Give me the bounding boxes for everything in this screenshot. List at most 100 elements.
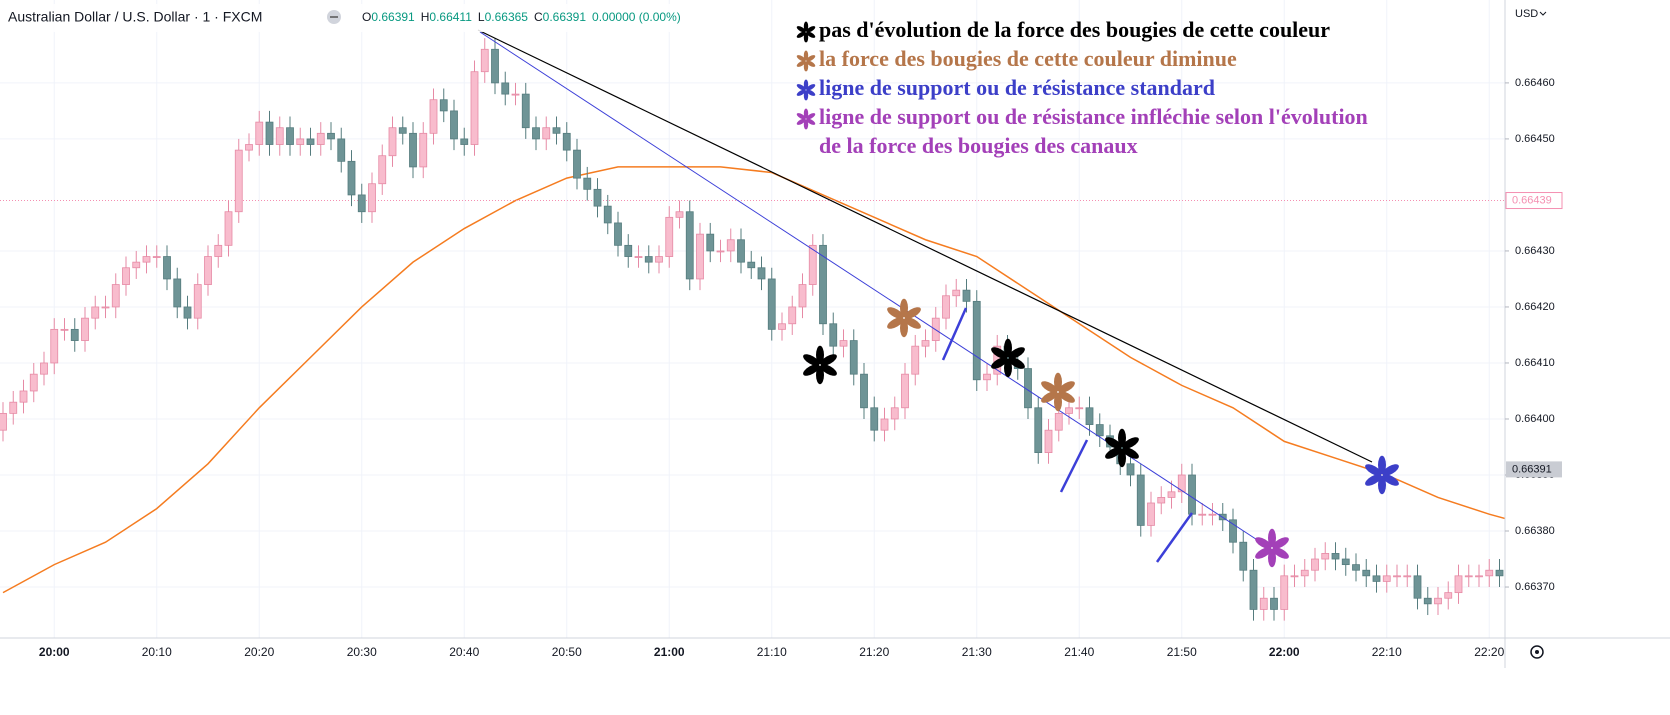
candle-body [1188,474,1196,515]
candle-body [204,256,212,285]
candle-body [1506,469,1513,575]
candle-body [603,205,612,224]
candle-body [849,340,858,375]
candle-body [1249,569,1258,610]
candle-body [1413,575,1422,599]
legend-asterisk [795,50,817,72]
candle-body [1290,575,1299,578]
candle-body [583,177,592,190]
candle-body [214,244,223,257]
axes: 0.663700.663800.663900.664000.664100.664… [39,77,1563,659]
candle-body [665,216,674,257]
candle-body [245,144,253,151]
last-price-tag [1506,461,1562,478]
candle-body [1423,597,1432,605]
candle-body [972,300,981,381]
candle-body [101,306,110,309]
candle-body [501,82,510,95]
change: 0.00000 (0.00%) [592,10,681,24]
candle-body [450,110,458,140]
candle-body [173,278,182,308]
candle-body [460,138,469,145]
candle-body [357,194,366,213]
candle-body [685,211,694,280]
y-tick-label: 0.66460 [1515,77,1555,89]
candle-body [1495,569,1504,577]
candle-body [316,132,325,145]
marker-stroke [1059,439,1089,493]
candle-body [1485,569,1494,577]
candle-body [1444,592,1453,599]
symbol-title: Australian Dollar / U.S. Dollar · 1 · FX… [8,9,262,25]
y-tick-label: 0.66420 [1515,301,1555,313]
header-bg [0,4,725,32]
last-price-label: 0.66391 [1512,463,1552,475]
ohlc-value: 0.66391 [543,10,587,24]
candle-body [40,362,48,375]
candle-body [296,138,305,145]
candle-body [0,412,7,431]
x-tick-label: 21:50 [1167,645,1197,659]
price-line-tag [1505,192,1563,210]
candle-body [1362,569,1371,577]
candle-body [81,317,89,341]
candle-body [111,284,120,308]
ohlc-label: L [478,10,485,24]
x-tick-label: 22:20 [1474,645,1504,659]
candle-body [757,267,766,280]
x-tick-label: 21:30 [962,645,992,659]
legend-text: pas d'évolution de la force des bougies … [819,17,1330,42]
legend-asterisk [795,108,817,130]
legend-text: de la force des bougies des canaux [819,133,1138,158]
candle-body [552,127,561,134]
candle-body [409,132,417,168]
candle-body [337,138,346,162]
price-line-label: 0.66439 [1512,194,1552,206]
asterisk-icon [1039,372,1077,412]
x-tick-label: 20:30 [347,645,377,659]
ohlc-value: 0.66411 [429,10,472,24]
currency-caret [1539,11,1547,16]
ohlc-label: C [534,10,543,24]
candle-body [1044,429,1053,453]
candle-body [1157,497,1166,504]
candle-body [521,93,530,129]
candle-body [419,132,428,168]
candle-body [962,289,971,302]
candle-body [921,340,930,347]
candle-body [234,149,243,213]
settings-icon[interactable] [1530,645,1544,659]
candle-body [1341,558,1350,566]
candle-body [644,256,653,263]
candle-body [1239,541,1248,571]
candle-body [1085,407,1094,425]
candle-body [265,121,274,145]
candle-body [1198,513,1207,516]
candle-body [1167,491,1176,498]
candle-body [983,373,991,381]
candle-body [1075,407,1084,410]
candle-body [737,239,745,263]
candle-body [1393,575,1401,578]
candle-body [1311,558,1319,571]
marker-stroke [1155,512,1194,563]
y-tick-label: 0.66380 [1515,525,1555,537]
candle-body [91,306,100,319]
candle-body [890,407,899,420]
candle-body [1372,575,1381,582]
candle-body [1331,553,1340,560]
candle-body [1177,474,1186,493]
candle-body [152,256,161,258]
candle-body [716,250,725,253]
candle-body [1280,575,1289,610]
candle-body [193,284,202,319]
candle-body [50,328,59,364]
candle-body [880,418,889,431]
candle-body [767,278,776,330]
candle-body [1208,513,1217,516]
candle-body [706,233,715,252]
candle-body [1034,407,1043,453]
x-tick-label: 21:10 [757,645,787,659]
ohlc-value: 0.66391 [371,10,415,24]
currency[interactable]: USD [1515,8,1538,20]
